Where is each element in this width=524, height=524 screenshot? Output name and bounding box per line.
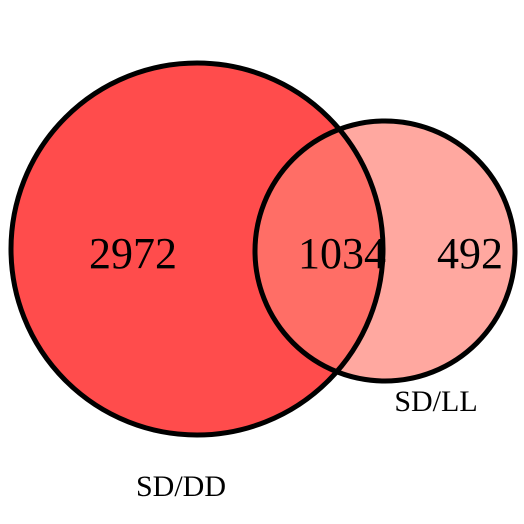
set-label-sd-dd: SD/DD xyxy=(136,470,226,503)
set-label-sd-ll: SD/LL xyxy=(394,385,477,418)
count-sd-ll-only: 492 xyxy=(437,229,503,278)
set-outline-sd-ll xyxy=(252,118,518,384)
count-sd-dd-only: 2972 xyxy=(89,229,177,278)
count-intersection: 1034 xyxy=(298,229,386,278)
intersection-region xyxy=(255,121,383,381)
set-outline-sd-dd xyxy=(8,60,386,438)
